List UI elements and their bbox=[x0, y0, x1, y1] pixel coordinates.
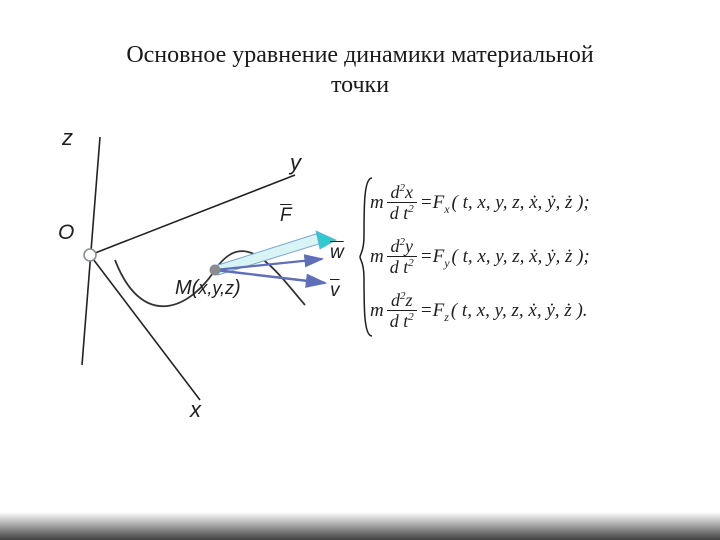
z-axis-label: z bbox=[62, 125, 73, 151]
slide: Основное уравнение динамики материальной… bbox=[0, 0, 720, 540]
eq-sign-1: = bbox=[420, 193, 433, 212]
equation-system: m d2x d t2 = Fx ( t, x, y, z, ẋ, ẏ, ż ) … bbox=[370, 175, 700, 337]
x-axis-label: x bbox=[190, 397, 201, 423]
y-axis-label: y bbox=[290, 150, 301, 176]
coordinate-diagram: z y x O M(x,y,z) F w v bbox=[40, 125, 340, 425]
point-m-label: M(x,y,z) bbox=[175, 277, 241, 300]
equation-z: m d2z d t2 = Fz ( t, x, y, z, ẋ, ẏ, ż ) … bbox=[370, 283, 700, 337]
title-line-2: точки bbox=[331, 72, 389, 98]
point-m-letter: M( bbox=[175, 277, 198, 299]
eq-m-1: m bbox=[370, 193, 384, 212]
fy-symbol: Fy bbox=[433, 247, 450, 266]
frac-d2x: d2x d t2 bbox=[387, 183, 417, 222]
eq-m-2: m bbox=[370, 247, 384, 266]
f-vector-label: F bbox=[280, 205, 292, 227]
equation-y: m d2y d t2 = Fy ( t, x, y, z, ẋ, ẏ, ż ) … bbox=[370, 229, 700, 283]
eq-args-2: ( t, x, y, z, ẋ, ẏ, ż ) bbox=[452, 247, 584, 266]
fx-symbol: Fx bbox=[433, 193, 450, 212]
y-axis bbox=[90, 175, 295, 255]
eq-args-1: ( t, x, y, z, ẋ, ẏ, ż ) bbox=[452, 193, 584, 212]
origin-label: O bbox=[58, 221, 74, 245]
frac-d2y: d2y d t2 bbox=[387, 237, 417, 276]
v-vector-label: v bbox=[330, 280, 340, 302]
fz-symbol: Fz bbox=[433, 301, 449, 320]
eq-sign-3: = bbox=[420, 301, 433, 320]
slide-title: Основное уравнение динамики материальной… bbox=[0, 40, 720, 100]
origin-marker bbox=[84, 249, 96, 261]
point-m-coords: x,y,z bbox=[198, 278, 234, 298]
point-m-close: ) bbox=[234, 277, 241, 299]
eq-args-3: ( t, x, y, z, ẋ, ẏ, ż ) bbox=[451, 301, 583, 320]
point-m-marker bbox=[210, 265, 221, 276]
eq-sign-2: = bbox=[420, 247, 433, 266]
eq-end-3: . bbox=[583, 301, 588, 320]
title-line-1: Основное уравнение динамики материальной bbox=[126, 42, 593, 68]
eq-m-3: m bbox=[370, 301, 384, 320]
w-vector-label: w bbox=[330, 242, 344, 264]
eq-end-1: ; bbox=[583, 193, 589, 212]
bottom-shadow bbox=[0, 512, 720, 540]
frac-d2z: d2z d t2 bbox=[387, 291, 417, 330]
equation-x: m d2x d t2 = Fx ( t, x, y, z, ẋ, ẏ, ż ) … bbox=[370, 175, 700, 229]
eq-end-2: ; bbox=[583, 247, 589, 266]
